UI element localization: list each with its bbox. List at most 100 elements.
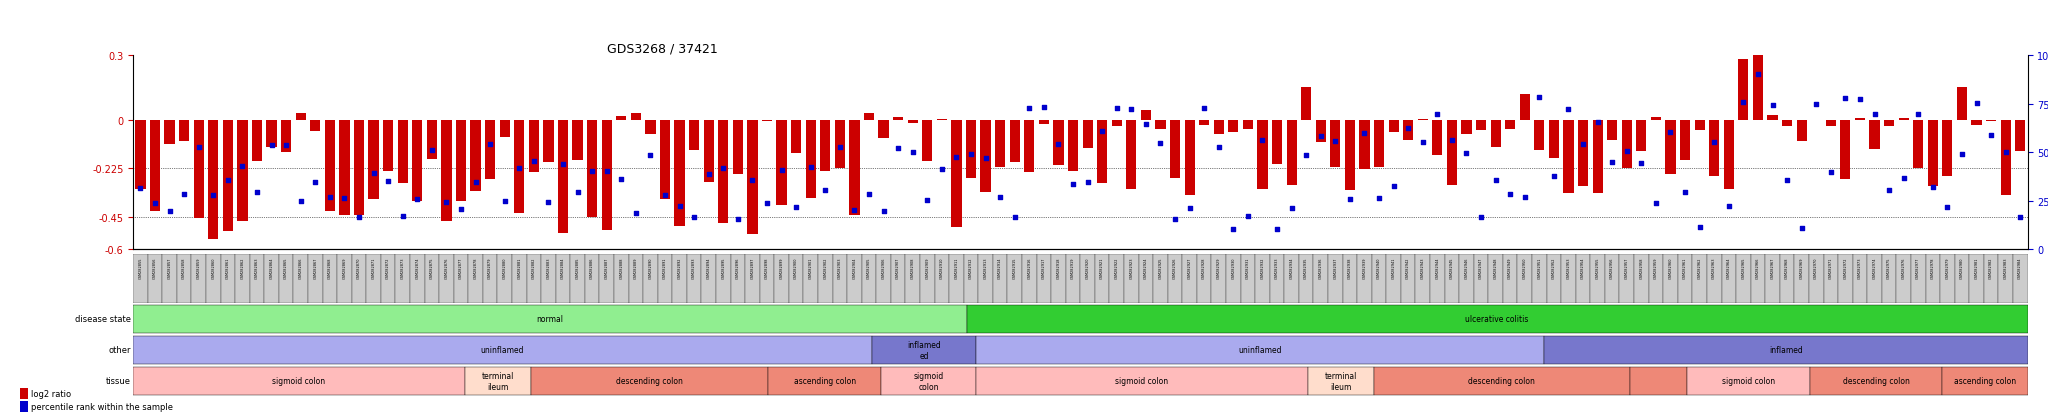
Bar (1942, 367, 2028, 395)
Text: ulcerative colitis: ulcerative colitis (1466, 315, 1528, 323)
Text: GSM282905: GSM282905 (866, 256, 870, 278)
Text: GSM282974: GSM282974 (1872, 256, 1876, 278)
Point (1100, 105, 1133, 112)
Bar (588, 121, 598, 217)
Point (678, 214, 711, 221)
Bar (1794, 254, 1808, 304)
Text: GSM282900: GSM282900 (795, 256, 799, 278)
Bar (1346, 121, 1356, 190)
Bar (1686, 367, 1810, 395)
Bar (733, 121, 743, 175)
Point (168, 191, 201, 198)
Bar (1327, 254, 1343, 304)
Text: GSM282981: GSM282981 (1974, 256, 1978, 278)
Text: GSM282955: GSM282955 (1595, 256, 1599, 278)
Bar (1663, 254, 1677, 304)
Text: GSM282983: GSM282983 (2003, 256, 2007, 278)
Text: GSM282887: GSM282887 (604, 256, 608, 278)
Text: GSM282943: GSM282943 (1421, 256, 1425, 278)
Text: GSM282899: GSM282899 (780, 256, 784, 278)
Text: GSM282856: GSM282856 (154, 256, 158, 278)
Bar (412, 121, 422, 202)
Point (240, 189, 272, 196)
Bar (1167, 254, 1182, 304)
Bar (1403, 121, 1413, 141)
Bar (326, 121, 336, 211)
Bar (819, 121, 829, 172)
Text: GSM282886: GSM282886 (590, 256, 594, 278)
Point (590, 168, 623, 175)
Bar (1053, 121, 1063, 165)
Bar (1546, 254, 1561, 304)
Point (838, 207, 870, 214)
Text: GSM282929: GSM282929 (1217, 256, 1221, 278)
Point (459, 179, 492, 186)
Point (1245, 137, 1278, 144)
Bar (1444, 254, 1458, 304)
Bar (424, 254, 438, 304)
Point (1872, 187, 1905, 194)
Text: ascending colon: ascending colon (1954, 377, 2015, 385)
Text: GSM282934: GSM282934 (1290, 256, 1294, 278)
Text: GSM282930: GSM282930 (1231, 256, 1235, 278)
Bar (717, 254, 731, 304)
Bar (1038, 121, 1049, 124)
Bar (1665, 121, 1675, 174)
Text: GSM282861: GSM282861 (225, 256, 229, 278)
Bar (877, 254, 891, 304)
Bar (1911, 254, 1925, 304)
Text: GSM282947: GSM282947 (1479, 256, 1483, 278)
Bar (836, 121, 846, 169)
Text: GSM282966: GSM282966 (1755, 256, 1759, 278)
Bar (1022, 254, 1036, 304)
Bar (791, 121, 801, 153)
Text: GSM282859: GSM282859 (197, 256, 201, 278)
Bar (965, 254, 979, 304)
Point (1946, 152, 1978, 158)
Bar (1630, 367, 1688, 395)
Bar (252, 121, 262, 161)
Bar (340, 121, 350, 216)
Bar (1593, 121, 1604, 193)
Text: GSM282906: GSM282906 (881, 256, 885, 278)
Bar (1475, 254, 1489, 304)
Text: tissue: tissue (106, 377, 131, 385)
Point (604, 176, 637, 183)
Bar (483, 254, 498, 304)
Bar (20, 388, 29, 399)
Bar (1782, 121, 1792, 126)
Bar (760, 254, 774, 304)
Text: GSM282932: GSM282932 (1260, 256, 1264, 278)
Bar (1925, 254, 1939, 304)
Bar (893, 118, 903, 121)
Bar (1313, 254, 1327, 304)
Point (473, 141, 506, 147)
Text: GSM282875: GSM282875 (430, 256, 434, 278)
Bar (1300, 88, 1311, 121)
Text: GSM282953: GSM282953 (1567, 256, 1571, 278)
Bar (995, 121, 1006, 168)
Text: normal: normal (537, 315, 563, 323)
Bar (1882, 254, 1896, 304)
Bar (367, 254, 381, 304)
Text: GSM282970: GSM282970 (1815, 256, 1819, 278)
Bar (195, 121, 205, 219)
Bar (768, 367, 881, 395)
Bar (862, 254, 877, 304)
Bar (920, 254, 934, 304)
Bar (805, 121, 815, 199)
Bar (469, 254, 483, 304)
Bar (1298, 254, 1313, 304)
Text: GSM282973: GSM282973 (1858, 256, 1862, 278)
Bar (1753, 0, 1763, 121)
Text: GSM282941: GSM282941 (1393, 256, 1395, 278)
Bar (1577, 121, 1587, 187)
Point (1726, 100, 1759, 106)
Point (1538, 174, 1571, 180)
Bar (190, 254, 207, 304)
Point (1333, 197, 1366, 203)
Point (299, 179, 332, 185)
Bar (1169, 121, 1180, 179)
Bar (1739, 60, 1749, 121)
Point (1741, 72, 1774, 78)
